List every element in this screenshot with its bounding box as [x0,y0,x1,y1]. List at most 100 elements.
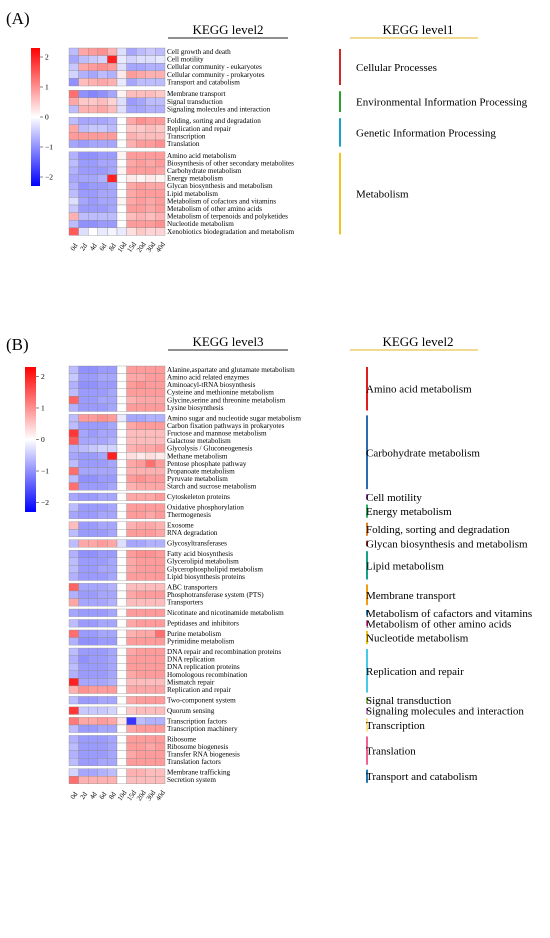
heatmap-cell [126,482,137,491]
heatmap-cell [145,503,156,512]
heatmap-cell [136,159,146,168]
heatmap-cell [145,63,156,71]
heatmap-cell [68,189,79,198]
row-label: Glycosyltransferases [167,540,227,548]
heatmap-cell [88,492,98,501]
heatmap-cell [68,758,79,766]
heatmap-cell [136,629,146,638]
heatmap-cell [145,598,156,607]
heatmap-cell [155,365,166,374]
heatmap-cell [68,572,79,581]
heatmap-cell [97,776,108,784]
heatmap-cell [88,444,98,453]
heatmap-cell [126,735,137,744]
heatmap-cell [107,503,118,512]
heatmap-cell [88,637,98,646]
heatmap-cell [97,539,108,548]
heatmap-cell [145,151,156,160]
heatmap-cell [78,117,89,125]
heatmap-cell [136,117,146,125]
heatmap-cell [88,452,98,461]
heatmap-cell [136,776,146,784]
heatmap-cell [155,70,166,79]
heatmap-cell [107,678,118,687]
heatmap-cell [107,197,118,206]
heatmap-cell [107,768,118,777]
group-label: Energy metabolism [366,506,452,518]
heatmap-cell [155,396,166,405]
heatmap-cell [136,685,146,694]
heatmap-cell [97,396,108,405]
group-label: Transcription [366,720,425,732]
heatmap-cell [116,521,127,530]
heatmap-cell [126,557,137,566]
heatmap-cell [88,78,98,87]
row-label: Membrane trafficking [167,769,231,777]
heatmap-cell [155,139,166,148]
heatmap-cell [155,124,166,133]
panel-b: (B) KEGG level3 KEGG level2 2 1 0 −1 −2 Alanine,… [6,334,532,802]
heatmap-cell [97,78,108,87]
heatmap-cell [88,678,98,687]
row-label: Transport and catabolism [167,78,240,86]
heatmap-cell [97,166,108,175]
heatmap-cell [78,647,89,656]
heatmap-cell [78,503,89,512]
heatmap-cell [68,685,79,694]
heatmap-cell [107,750,118,759]
heatmap-cell [88,758,98,766]
heatmap-cell [68,124,79,133]
heatmap-cell [126,90,137,98]
heatmap-cell [88,365,98,374]
heatmap-cell [126,197,137,206]
heatmap-cell [116,220,127,228]
heatmap-cell [88,717,98,726]
heatmap-cell [116,452,127,461]
heatmap-cell [126,47,137,56]
heatmap-cell [155,166,166,175]
heatmap-cell [116,670,127,679]
heatmap-cell [107,63,118,71]
heatmap-cell [145,742,156,751]
heatmap-cell [107,619,118,628]
heatmap-cell [136,452,146,461]
row-label: Cellular community - prokaryotes [167,71,265,79]
row-label: Starch and sucrose metabolism [167,483,257,491]
heatmap-cell [97,220,108,228]
heatmap-cell [126,565,137,574]
heatmap-cell [126,583,137,592]
heatmap-cell [78,105,89,114]
heatmap-cell [136,655,146,664]
heatmap-cell [136,132,146,141]
heatmap-cell [155,768,166,777]
heatmap-cell [126,629,137,638]
heatmap-cell [145,204,156,213]
heatmap-cell [116,776,127,784]
row-label: Glycerolipid metabolism [167,558,239,566]
heatmap-cell [107,70,118,79]
heatmap-cell [155,583,166,592]
heatmap-cell [107,655,118,664]
heatmap-cell [136,474,146,483]
heatmap-cell [97,565,108,574]
heatmap-cell [78,63,89,71]
heatmap-cell [78,696,89,705]
heatmap-cell [78,598,89,607]
heatmap-cell [88,189,98,198]
heatmap-cell [97,598,108,607]
heatmap-cell [78,421,89,430]
heatmap-cell [145,380,156,389]
heatmap-cell [88,204,98,213]
heatmap-cell [68,583,79,592]
heatmap-cell [145,452,156,461]
heatmap-cell [116,598,127,607]
heatmap-cell [88,124,98,133]
row-label: Lipid metabolism [167,190,218,198]
heatmap-cell [88,47,98,56]
heatmap-cell [68,557,79,566]
row-label: Fatty acid biosynthesis [167,550,233,558]
heatmap-cell [126,492,137,501]
heatmap-cell [107,459,118,468]
heatmap-cell [155,549,166,558]
heatmap-cell [97,90,108,98]
